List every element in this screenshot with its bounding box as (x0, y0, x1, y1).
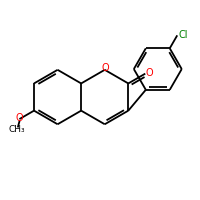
Text: O: O (102, 63, 110, 73)
Text: CH₃: CH₃ (8, 125, 25, 134)
Text: O: O (16, 113, 23, 123)
Text: Cl: Cl (178, 30, 188, 40)
Text: O: O (146, 68, 153, 78)
